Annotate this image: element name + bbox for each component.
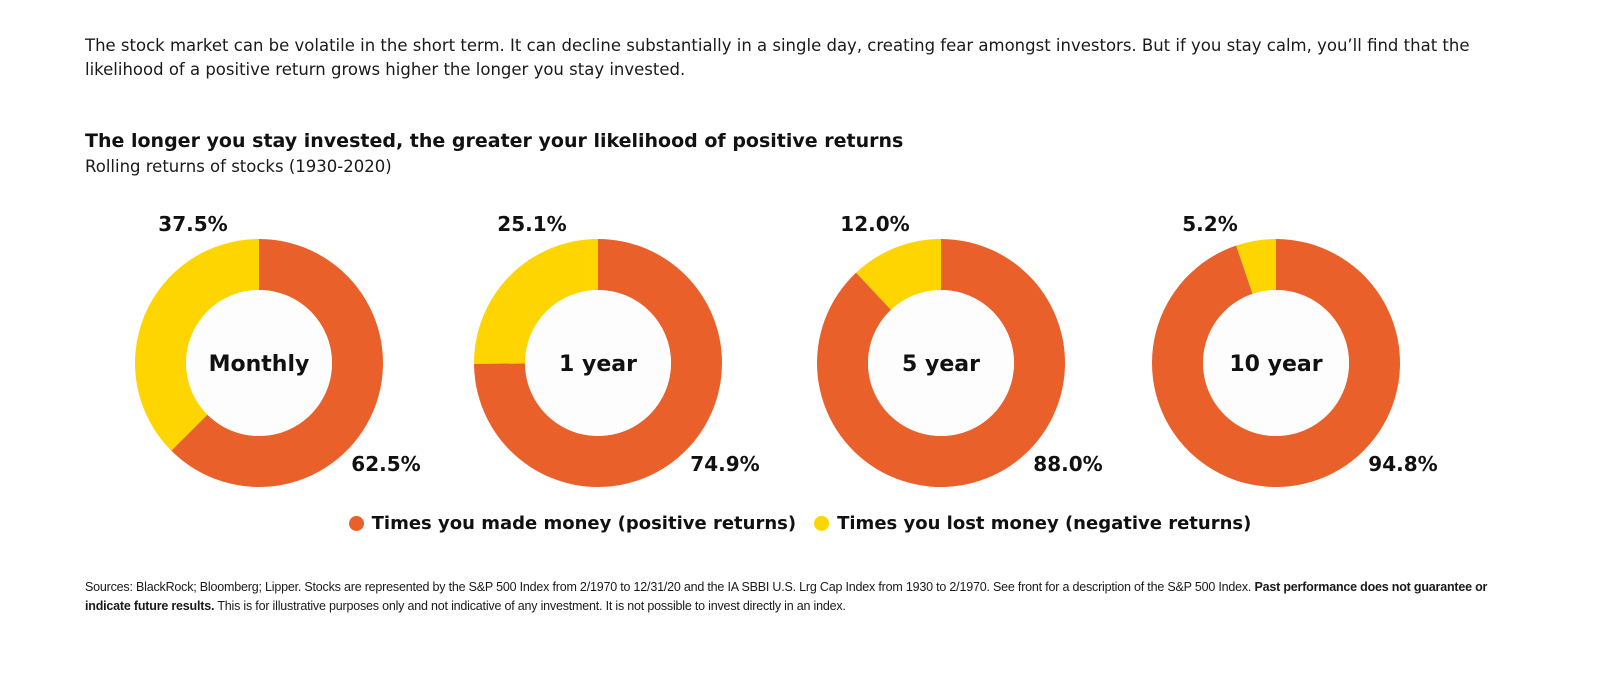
donut-center [525, 290, 671, 436]
donut-slice-positive [171, 239, 383, 488]
donut-slice-positive [474, 239, 722, 487]
chart-title: The longer you stay invested, the greate… [85, 130, 904, 152]
donut-slice-negative [135, 239, 259, 451]
legend-swatch-positive [348, 516, 364, 531]
negative-data-label: 25.1% [497, 212, 566, 236]
donut-slice-positive [817, 239, 1065, 487]
footnote-illustrative: This is for illustrative purposes only a… [214, 599, 846, 613]
positive-data-label: 74.9% [690, 452, 759, 476]
donut-slice-negative [1236, 239, 1276, 294]
legend: Times you made money (positive returns) … [0, 513, 1600, 534]
positive-data-label: 94.8% [1368, 452, 1437, 476]
legend-item-positive: Times you made money (positive returns) [348, 513, 797, 534]
donut-slice-negative [473, 238, 598, 364]
positive-data-label: 62.5% [351, 452, 420, 476]
donut-center [868, 290, 1014, 436]
donut-slice-positive [1152, 239, 1400, 487]
donut-center-label: 10 year [1229, 352, 1322, 377]
source-footnote: Sources: BlackRock; Bloomberg; Lipper. S… [85, 578, 1535, 616]
legend-swatch-negative [814, 516, 830, 531]
donut-slice-negative [856, 239, 941, 310]
footnote-disclaimer-bold: Past performance does not guarantee or i… [85, 580, 1488, 613]
intro-paragraph: The stock market can be volatile in the … [85, 36, 1470, 79]
legend-label-negative: Times you lost money (negative returns) [837, 513, 1252, 534]
negative-data-label: 5.2% [1182, 212, 1237, 236]
donut-center [1203, 290, 1349, 436]
chart-subtitle: Rolling returns of stocks (1930-2020) [85, 157, 392, 176]
donut-center-label: 1 year [559, 352, 637, 377]
positive-data-label: 88.0% [1033, 452, 1102, 476]
donut-center-label: Monthly [209, 352, 310, 377]
donut-center-label: 5 year [902, 352, 980, 377]
legend-label-positive: Times you made money (positive returns) [371, 513, 797, 534]
footnote-sources: Sources: BlackRock; Bloomberg; Lipper. S… [85, 580, 1255, 594]
donut-center [186, 290, 332, 436]
negative-data-label: 12.0% [840, 212, 909, 236]
legend-item-negative: Times you lost money (negative returns) [814, 513, 1251, 534]
negative-data-label: 37.5% [158, 212, 227, 236]
